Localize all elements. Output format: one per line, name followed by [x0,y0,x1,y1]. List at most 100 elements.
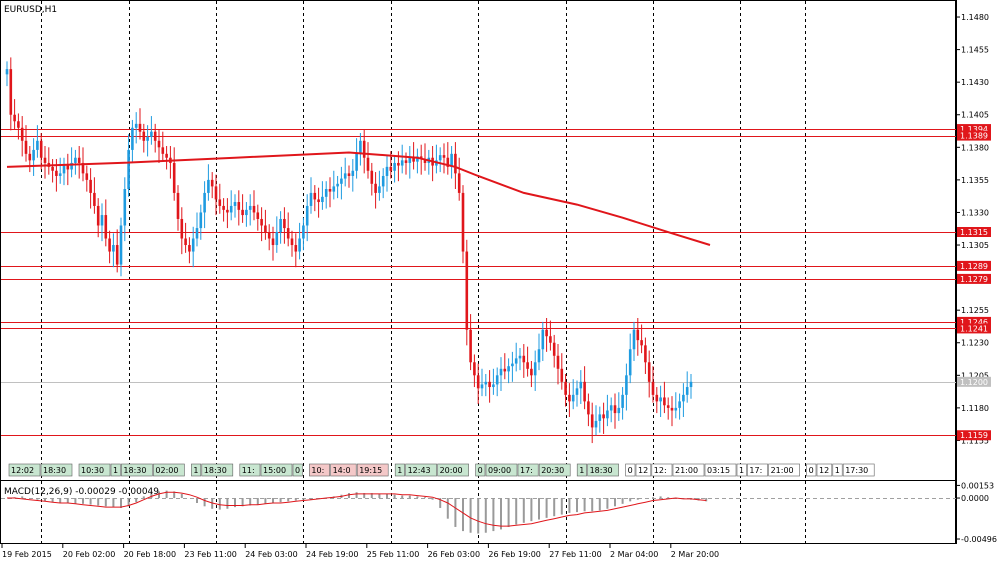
candle-body [17,121,20,128]
session-marker-label: 17:30 [845,466,868,475]
price-level-tag [957,124,991,135]
candle-body [260,218,263,226]
session-markers: 12:02 18:30 10:30 1 18:30 02:00 1 18:30 11: 15:00… [8,463,875,477]
candle-body [666,405,670,408]
candle-body [226,209,229,213]
candle-body [518,355,522,359]
candle-body [389,166,393,171]
candle-body [552,342,556,356]
candle-body [636,329,640,341]
session-marker-label: 1 [397,466,402,475]
price-tick-label: 1.1455 [961,46,989,55]
candle-body [514,358,518,364]
candle-body [142,131,146,141]
candle-body [583,381,586,402]
price-tick-label: 1.1180 [961,404,989,413]
candle-body [545,329,548,337]
candle-body [416,156,419,162]
candle-body [290,238,294,246]
time-tick-label: 20 Feb 18:00 [124,550,176,559]
candle-body [157,140,161,148]
price-level-tag [957,323,991,334]
price-level-tag-label: 1.1289 [960,262,988,271]
candle-body [100,215,104,226]
price-tick-label: 1.1430 [961,78,989,87]
price-tick-label: 1.1155 [961,436,989,445]
candle-body [305,205,309,226]
price-level-tag-label: 1.1279 [960,275,988,284]
time-tick-label: 19 Feb 2015 [2,550,52,559]
session-marker-box [394,463,405,477]
candle-body [245,209,248,216]
candle-body [492,384,495,388]
candle-body [203,192,206,213]
candle-body [412,157,415,162]
candle-body [587,401,590,415]
candle-body [408,157,412,163]
chart-symbol-label: EURUSD,H1 [4,5,57,15]
candle-body [511,363,514,367]
candle-body [590,414,594,428]
session-marker-box [201,463,234,477]
candle-body [256,212,260,219]
candle-body [13,114,16,122]
price-level-tag-label: 1.1315 [960,228,988,237]
session-marker-box [330,463,357,477]
candle-body [77,157,81,163]
candle-body [602,414,605,419]
time-tick-label: 2 Mar 04:00 [610,550,658,559]
candle-body [343,173,347,179]
candle-body [58,173,62,176]
session-marker-label: 12:02 [11,466,34,475]
session-marker-label: 0 [628,466,633,475]
session-marker-box [635,463,652,477]
price-level-tag-label: 1.1241 [960,324,988,333]
session-marker-box [538,463,571,477]
candle-body [640,340,643,346]
candle-body [404,160,408,163]
session-marker-box [587,463,619,477]
macd-tick-label: 0.0000 [961,494,989,503]
price-level-tag [957,227,991,237]
session-marker-label: 18:30 [43,466,66,475]
candle-body [36,140,39,150]
candle-body [579,381,583,389]
candle-body [359,140,362,154]
candle-body [385,166,389,176]
session-marker-box [704,463,737,477]
candle-body [115,245,119,265]
candle-body [267,232,271,239]
price-tick-label: 1.1480 [961,13,989,22]
candle-body [241,209,244,216]
candle-body [271,238,275,246]
candle-body [355,153,358,171]
candle-body [302,225,305,239]
candle-body [362,140,366,158]
price-tick-label: 1.1205 [961,371,989,380]
candle-body [484,381,488,385]
candlestick-series [5,57,693,444]
candle-body [55,170,58,176]
session-marker-box [260,463,293,477]
session-marker-label: 10: [311,466,324,475]
session-marker-box [672,463,705,477]
candle-body [218,199,222,206]
candle-body [499,368,503,376]
candle-body [123,189,127,226]
candle-body [655,394,659,402]
candle-body [214,186,218,200]
session-marker-label: 1 [739,466,744,475]
candle-body [5,69,9,75]
session-marker-box [78,463,111,477]
session-marker-box [475,463,486,477]
candle-body [66,165,70,170]
candle-body [628,349,632,376]
candle-body [598,414,602,421]
candle-body [347,173,351,176]
price-tick-label: 1.1230 [961,339,989,348]
session-marker-label: 03:15 [707,466,730,475]
session-marker-box [437,463,469,477]
price-axis-ticks: 1.1480 1.1455 1.1430 1.1405 1.1380 1.1355 1.13… [956,13,989,445]
session-marker-box [239,463,261,477]
